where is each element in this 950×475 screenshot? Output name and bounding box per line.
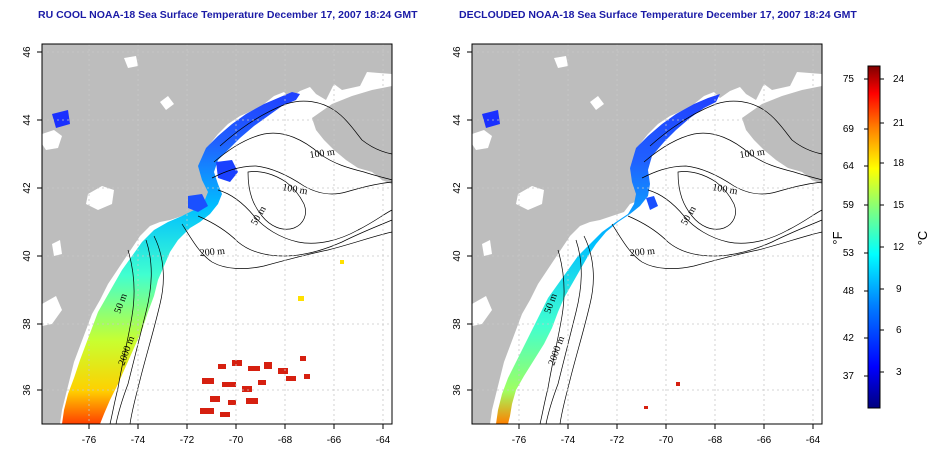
panel1-lake-sst	[52, 110, 70, 128]
fahrenheit-unit: °F	[830, 231, 845, 244]
panel1-map: 100 m 100 m 50 m 200 m 50 m 2000 m -76 -…	[22, 43, 393, 446]
fahrenheit-tick: 42	[843, 333, 855, 344]
lat-tick-label: 46	[22, 46, 33, 58]
celsius-unit: °C	[915, 231, 930, 246]
fahrenheit-tick: 59	[843, 200, 855, 211]
panel1-warm-patches	[200, 356, 310, 417]
fahrenheit-tick: 75	[843, 74, 855, 85]
contour-label: 200 m	[199, 246, 225, 259]
contour-label: 100 m	[309, 147, 336, 161]
panel2-warm-patch	[644, 406, 648, 409]
lon-tick-label: -72	[610, 435, 625, 446]
celsius-tick: 6	[896, 325, 902, 336]
fahrenheit-tick: 48	[843, 286, 855, 297]
celsius-tick: 18	[893, 158, 905, 169]
panel2-title: DECLOUDED NOAA-18 Sea Surface Temperatur…	[459, 9, 857, 21]
panel1-frame	[41, 43, 393, 425]
panel2-lake-sst	[482, 110, 500, 128]
lon-tick-label: -68	[708, 435, 723, 446]
lon-tick-label: -74	[131, 435, 146, 446]
panel2-sst-patch	[646, 196, 658, 210]
lat-tick-label: 36	[22, 384, 33, 396]
contour-label: 200 m	[629, 246, 655, 259]
lat-tick-label: 40	[22, 250, 33, 262]
panel2-frame	[471, 43, 823, 425]
panel1-yellow-patch	[298, 296, 304, 301]
lon-tick-label: -66	[327, 435, 342, 446]
contour-label: 100 m	[739, 147, 766, 161]
panel1-sst-coastal	[62, 92, 300, 424]
celsius-tick: 24	[893, 74, 905, 85]
panel1-yellow-patch	[340, 260, 344, 264]
lat-tick-label: 42	[452, 182, 463, 194]
lat-tick-label: 36	[452, 384, 463, 396]
lat-tick-label: 46	[452, 46, 463, 58]
panel2-map: 100 m 100 m 50 m 200 m 50 m 2000 m -76 -…	[452, 43, 823, 446]
lat-tick-label: 42	[22, 182, 33, 194]
lon-tick-label: -76	[82, 435, 97, 446]
panel1-title: RU COOL NOAA-18 Sea Surface Temperature …	[38, 9, 418, 21]
fahrenheit-tick: 64	[843, 161, 855, 172]
lon-tick-label: -66	[757, 435, 772, 446]
lat-tick-label: 40	[452, 250, 463, 262]
colorbar: 75 69 64 59 53 48 42 37 24 21 18 15 12 9…	[830, 65, 930, 409]
contour-label: 100 m	[711, 182, 738, 197]
fahrenheit-tick: 69	[843, 124, 855, 135]
lon-tick-label: -70	[659, 435, 674, 446]
contour-label: 100 m	[281, 182, 308, 197]
fahrenheit-tick: 53	[843, 248, 855, 259]
panel1-sst-patch	[216, 160, 238, 182]
celsius-tick: 21	[893, 118, 905, 129]
lat-tick-label: 44	[22, 114, 33, 126]
lon-tick-label: -70	[229, 435, 244, 446]
fahrenheit-tick: 37	[843, 371, 855, 382]
colorbar-gradient	[867, 65, 881, 409]
lon-tick-label: -64	[806, 435, 821, 446]
lon-tick-label: -72	[180, 435, 195, 446]
lon-tick-label: -64	[376, 435, 391, 446]
celsius-tick: 3	[896, 367, 902, 378]
lat-tick-label: 38	[22, 318, 33, 330]
lon-tick-label: -76	[512, 435, 527, 446]
panel2-warm-patch	[676, 382, 680, 386]
panel1-sst-patch	[188, 194, 208, 212]
lon-tick-label: -74	[561, 435, 576, 446]
lat-tick-label: 44	[452, 114, 463, 126]
celsius-tick: 12	[893, 242, 905, 253]
celsius-tick: 15	[893, 200, 905, 211]
lon-tick-label: -68	[278, 435, 293, 446]
celsius-tick: 9	[896, 284, 902, 295]
lat-tick-label: 38	[452, 318, 463, 330]
